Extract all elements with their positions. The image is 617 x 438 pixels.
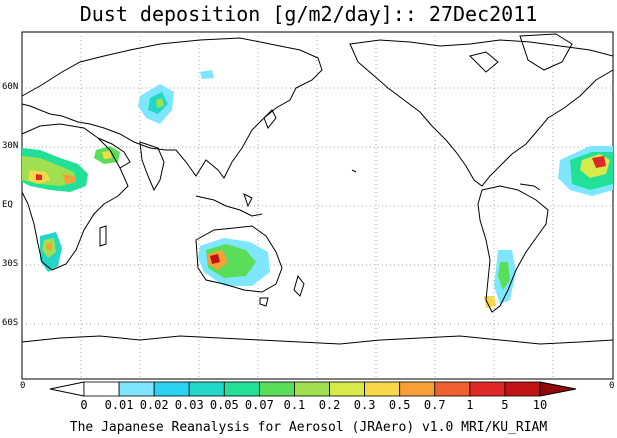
- colorbar-tick-label: 0.3: [353, 398, 376, 412]
- colorbar-tick-label: 0.2: [318, 398, 341, 412]
- lat-label-60n: 60N: [2, 82, 19, 92]
- colorbar-box: [223, 381, 260, 397]
- colorbar-tick-label: 0.5: [388, 398, 411, 412]
- colorbar-box: [153, 381, 190, 397]
- lat-label-60s: 60S: [2, 318, 19, 328]
- lon-label-right: 0: [609, 381, 615, 391]
- colorbar-box: [258, 381, 295, 397]
- colorbar-tick-label: 5: [501, 398, 509, 412]
- map-frame: [21, 31, 614, 380]
- colorbar-tick-label: 0.07: [244, 398, 274, 412]
- dust-field-southern-africa: [40, 232, 62, 272]
- footer-credit: The Japanese Reanalysis for Aerosol (JRA…: [69, 420, 548, 435]
- colorbar-tick-label: 0.7: [423, 398, 446, 412]
- colorbar-tick-label: 10: [532, 398, 548, 412]
- colorbar-box: [399, 381, 436, 397]
- colorbar-box: [188, 381, 225, 397]
- lat-label-30n: 30N: [2, 141, 19, 151]
- colorbar-tick-label: 0: [80, 398, 88, 412]
- dust-field-sahara: [22, 148, 88, 192]
- lat-label-eq: EQ: [2, 200, 13, 210]
- colorbar: [49, 381, 577, 397]
- colorbar-box: [294, 381, 330, 397]
- dust-field-south-america: [484, 250, 516, 308]
- colorbar-tick-label: 0.1: [283, 398, 306, 412]
- colorbar-tick-label: 0.02: [139, 398, 169, 412]
- dust-field-australia: [198, 238, 270, 286]
- dust-field-central-asia: [138, 70, 214, 124]
- colorbar-box: [434, 381, 471, 397]
- colorbar-box: [364, 381, 401, 397]
- lon-label-left: 0: [20, 381, 26, 391]
- colorbar-under-triangle: [49, 381, 85, 397]
- colorbar-box: [504, 381, 541, 397]
- colorbar-box: [329, 381, 366, 397]
- colorbar-tick-label: 0.05: [209, 398, 239, 412]
- colorbar-tick-label: 0.01: [104, 398, 134, 412]
- colorbar-tick-label: 0.03: [174, 398, 204, 412]
- lat-label-30s: 30S: [2, 259, 19, 269]
- colorbar-box: [118, 381, 155, 397]
- dust-field-east-atlantic: [558, 146, 613, 196]
- coastlines: [21, 33, 614, 345]
- colorbar-tick-label: 1: [466, 398, 474, 412]
- dust-field-arabia: [94, 146, 120, 164]
- colorbar-box: [83, 381, 120, 397]
- colorbar-over-triangle: [539, 381, 577, 397]
- map-title: Dust deposition [g/m2/day]:: 27Dec2011: [79, 2, 538, 26]
- colorbar-box: [469, 381, 506, 397]
